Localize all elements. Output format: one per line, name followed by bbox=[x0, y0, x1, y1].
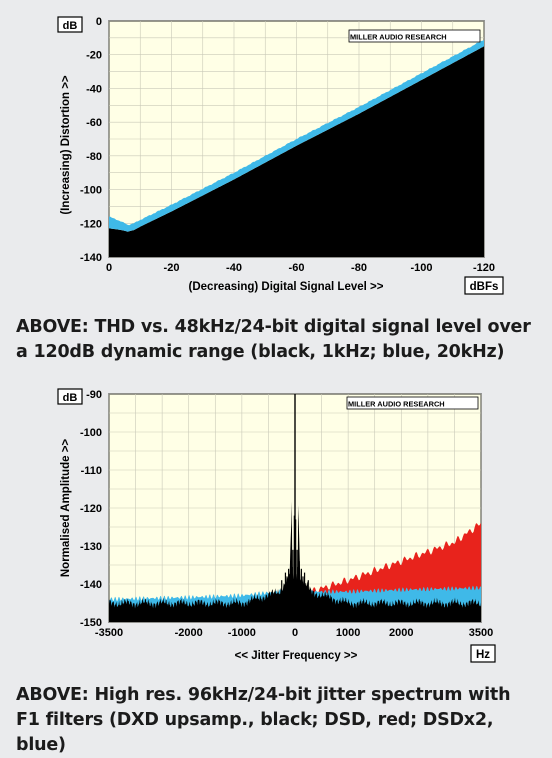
x-unit-box bbox=[470, 644, 496, 663]
miller-audio-research-logo: MILLER AUDIO RESEARCH bbox=[346, 396, 479, 410]
y-tick-label: -20 bbox=[86, 50, 102, 62]
y-tick-label: 0 bbox=[96, 16, 102, 28]
x-tick-labels: 0 -20 -40 -60 -80 -100 -120 bbox=[106, 262, 495, 274]
x-tick-label: 0 bbox=[106, 262, 112, 274]
plot-data bbox=[109, 40, 484, 257]
y-tick-label: -100 bbox=[80, 427, 102, 439]
caption-1-line-1: ABOVE: THD vs. 48kHz/24-bit digital sign… bbox=[16, 317, 531, 337]
plot-data bbox=[109, 394, 481, 622]
x-tick-label: -60 bbox=[289, 262, 305, 274]
x-tick-label: -120 bbox=[473, 262, 495, 274]
svg-text:MILLER AUDIO RESEARCH: MILLER AUDIO RESEARCH bbox=[348, 400, 445, 409]
y-tick-label: -130 bbox=[80, 541, 102, 553]
x-tick-label: -2000 bbox=[175, 627, 203, 639]
x-tick-label: -3500 bbox=[95, 627, 123, 639]
y-tick-label: -110 bbox=[81, 465, 102, 477]
x-tick-label: -100 bbox=[410, 262, 432, 274]
caption-2-line-2: F1 filters (DXD upsamp., black; DSD, red… bbox=[16, 710, 494, 755]
y-axis-label: (Increasing) Distortion >> bbox=[60, 75, 72, 215]
y-tick-label: -80 bbox=[86, 151, 102, 163]
x-tick-label: -80 bbox=[351, 262, 367, 274]
x-unit-label: dBFs bbox=[470, 281, 499, 293]
x-tick-label: 2000 bbox=[389, 627, 413, 639]
caption-2: ABOVE: High res. 96kHz/24-bit jitter spe… bbox=[16, 683, 546, 758]
x-unit-box bbox=[464, 276, 504, 295]
y-tick-label: -40 bbox=[86, 83, 102, 95]
y-axis-label: Normalised Amplitude >> bbox=[60, 439, 72, 578]
x-unit-label: Hz bbox=[476, 649, 490, 661]
y-unit-label: dB bbox=[63, 392, 78, 404]
x-tick-labels: -3500 -2000 -1000 0 1000 2000 3500 bbox=[95, 627, 493, 639]
y-tick-label: -150 bbox=[80, 617, 102, 629]
x-tick-label: -20 bbox=[164, 262, 180, 274]
x-tick-label: -1000 bbox=[228, 627, 256, 639]
y-tick-label: -100 bbox=[80, 185, 102, 197]
x-tick-label: 1000 bbox=[336, 627, 360, 639]
y-tick-label: -140 bbox=[80, 252, 102, 264]
svg-text:MILLER AUDIO RESEARCH: MILLER AUDIO RESEARCH bbox=[350, 33, 447, 42]
y-unit-label: dB bbox=[63, 20, 78, 32]
thd-chart: dB MILLER AUDIO RESEARCH 0 -20 -40 -60 -80 -1… bbox=[57, 16, 504, 295]
x-axis-label: << Jitter Frequency >> bbox=[235, 650, 358, 662]
x-tick-label: 3500 bbox=[469, 627, 493, 639]
y-tick-labels: -90 -100 -110 -120 -130 -140 -150 bbox=[80, 389, 102, 629]
x-axis-label: (Decreasing) Digital Signal Level >> bbox=[189, 281, 384, 293]
y-unit-box bbox=[57, 388, 83, 405]
y-tick-label: -90 bbox=[86, 389, 102, 401]
y-tick-label: -120 bbox=[80, 218, 102, 230]
jitter-chart: dB MILLER AUDIO RESEARCH -90 -100 -110 -120… bbox=[57, 388, 496, 663]
y-tick-label: -120 bbox=[80, 503, 102, 515]
miller-audio-research-logo: MILLER AUDIO RESEARCH bbox=[348, 29, 481, 43]
caption-2-line-1: ABOVE: High res. 96kHz/24-bit jitter spe… bbox=[16, 685, 511, 705]
x-tick-label: -40 bbox=[226, 262, 242, 274]
caption-1-line-2: a 120dB dynamic range (black, 1kHz; blue… bbox=[16, 342, 505, 362]
x-tick-label: 0 bbox=[292, 627, 298, 639]
y-tick-labels: 0 -20 -40 -60 -80 -100 -120 -140 bbox=[80, 16, 102, 264]
caption-1: ABOVE: THD vs. 48kHz/24-bit digital sign… bbox=[16, 315, 546, 365]
y-unit-box bbox=[57, 16, 83, 33]
series-1khz-area bbox=[109, 46, 484, 257]
y-tick-label: -140 bbox=[80, 579, 102, 591]
y-tick-label: -60 bbox=[86, 117, 102, 129]
